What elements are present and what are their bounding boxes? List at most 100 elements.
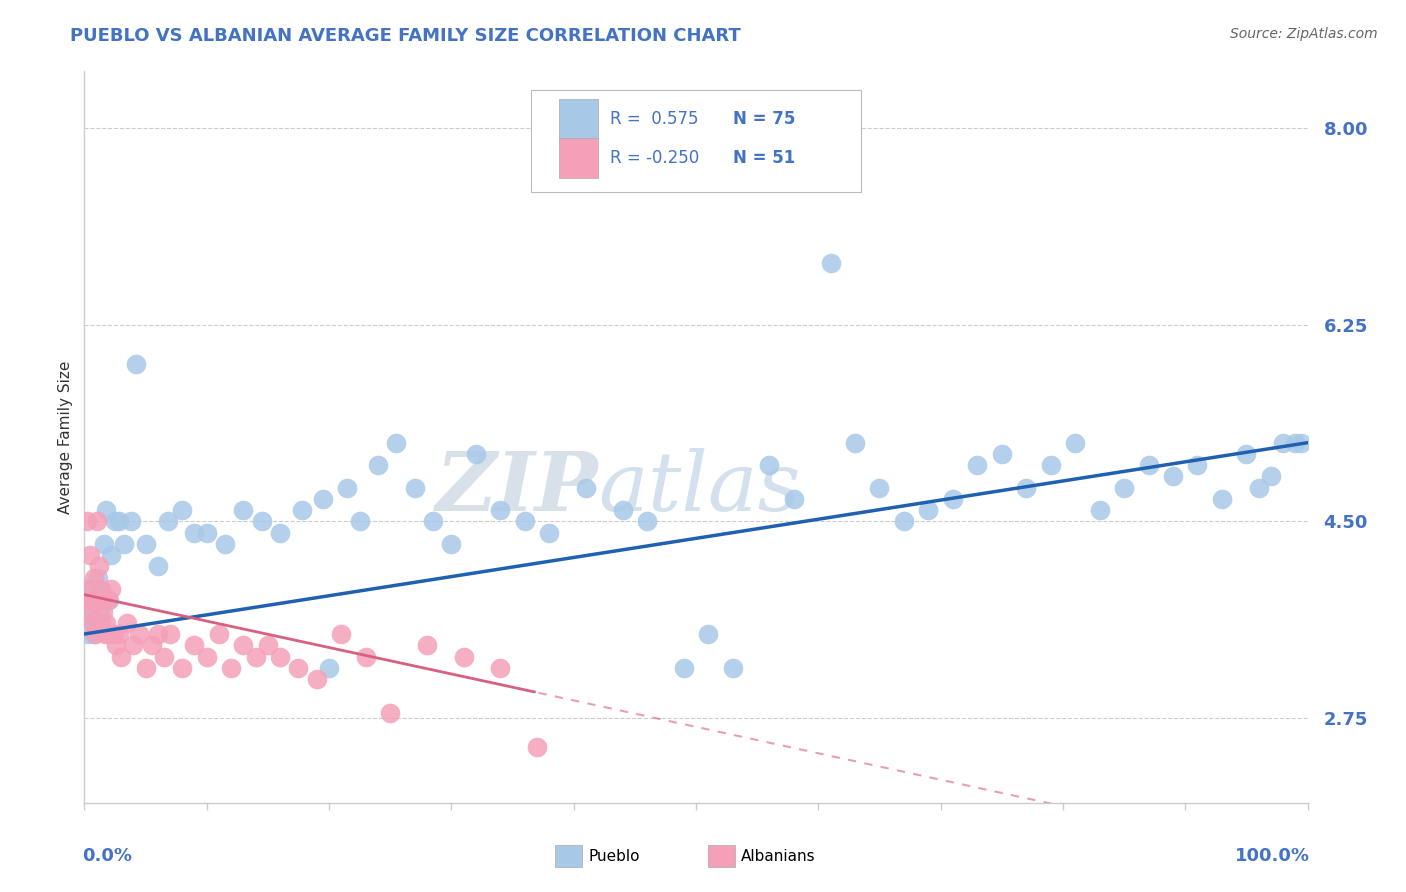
Point (105, 638, 128, 652)
Point (80, 593, 103, 607)
Point (245, 649, 267, 664)
Point (100, 582, 122, 596)
Point (82, 615, 104, 630)
Point (820, 255, 842, 269)
Point (135, 537, 157, 551)
Point (844, 435, 866, 450)
Point (1211, 491, 1233, 506)
Point (1260, 469, 1282, 483)
Point (146, 559, 169, 574)
Point (404, 481, 426, 495)
Point (269, 525, 291, 540)
Point (86, 593, 108, 607)
Text: R =  0.575: R = 0.575 (610, 110, 699, 128)
Point (97, 593, 120, 607)
Text: ZIP: ZIP (436, 449, 598, 528)
Point (77, 615, 100, 630)
Point (183, 638, 205, 652)
Point (612, 503, 634, 517)
Point (156, 515, 179, 529)
Point (103, 627, 125, 641)
Point (146, 627, 169, 641)
Text: Albanians: Albanians (741, 848, 815, 863)
Point (385, 435, 408, 450)
Point (349, 515, 371, 529)
Text: R = -0.250: R = -0.250 (610, 149, 700, 167)
Point (112, 537, 135, 551)
Point (84, 627, 107, 641)
Point (141, 638, 163, 652)
Point (77, 582, 100, 596)
Point (97, 593, 120, 607)
Point (83, 571, 105, 585)
Point (250, 515, 273, 529)
Point (464, 447, 486, 461)
Point (1137, 458, 1160, 473)
Point (172, 661, 194, 675)
Point (269, 649, 291, 664)
Point (115, 615, 138, 630)
FancyBboxPatch shape (531, 90, 860, 192)
Point (1247, 481, 1270, 495)
Point (86, 515, 108, 529)
Point (90, 582, 112, 596)
Point (122, 638, 145, 652)
Point (183, 525, 205, 540)
Point (100, 548, 122, 562)
Point (312, 491, 335, 506)
Point (287, 661, 309, 675)
Point (1291, 435, 1313, 450)
Point (1161, 469, 1184, 483)
Point (367, 458, 389, 473)
Point (94, 627, 117, 641)
Point (1015, 481, 1038, 495)
Point (87, 571, 110, 585)
Point (96, 503, 118, 517)
Point (90, 615, 112, 630)
Text: PUEBLO VS ALBANIAN AVERAGE FAMILY SIZE CORRELATION CHART: PUEBLO VS ALBANIAN AVERAGE FAMILY SIZE C… (70, 27, 741, 45)
Point (93, 537, 115, 551)
Point (153, 649, 176, 664)
Point (453, 649, 475, 664)
Point (77, 605, 100, 619)
Point (128, 627, 150, 641)
FancyBboxPatch shape (709, 846, 735, 867)
Point (257, 638, 280, 652)
Text: N = 75: N = 75 (733, 110, 794, 128)
Point (1064, 435, 1087, 450)
Y-axis label: Average Family Size: Average Family Size (58, 360, 73, 514)
Point (208, 627, 231, 641)
Point (87, 593, 110, 607)
Point (380, 706, 402, 720)
Point (869, 481, 891, 495)
Point (416, 638, 439, 652)
Text: 0.0%: 0.0% (82, 847, 132, 864)
Point (91, 605, 114, 619)
Point (1088, 503, 1111, 517)
Point (697, 627, 720, 641)
Point (336, 481, 359, 495)
Point (489, 503, 512, 517)
Point (83, 627, 105, 641)
Point (107, 515, 129, 529)
Point (76, 593, 98, 607)
Point (291, 503, 314, 517)
Point (96, 615, 118, 630)
Point (82, 615, 104, 630)
FancyBboxPatch shape (560, 137, 598, 178)
FancyBboxPatch shape (560, 99, 598, 139)
Point (893, 515, 915, 529)
Point (87, 605, 110, 619)
Point (917, 503, 939, 517)
Point (783, 491, 806, 506)
Point (305, 672, 328, 686)
Point (107, 627, 129, 641)
Point (219, 661, 242, 675)
Point (1039, 458, 1062, 473)
Text: atlas: atlas (598, 449, 800, 528)
Point (318, 661, 340, 675)
Point (422, 515, 444, 529)
Point (93, 593, 115, 607)
Point (1236, 447, 1258, 461)
Point (159, 627, 181, 641)
